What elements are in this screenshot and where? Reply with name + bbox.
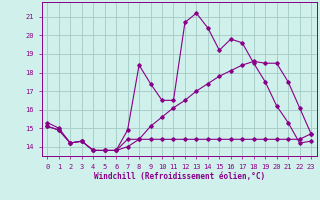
X-axis label: Windchill (Refroidissement éolien,°C): Windchill (Refroidissement éolien,°C) (94, 172, 265, 181)
